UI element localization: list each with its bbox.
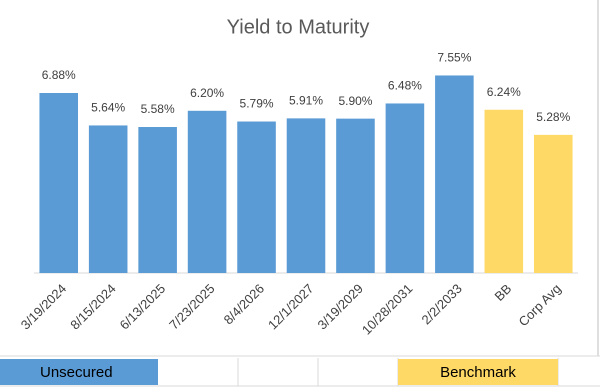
bar [138,127,177,273]
data-label: 6.20% [190,86,224,100]
bar [484,109,524,273]
data-label: 5.64% [91,101,125,115]
data-label: 5.28% [536,110,570,124]
bar [533,134,573,273]
cell-fill [398,359,558,385]
data-label: 6.88% [42,68,76,82]
data-label: 5.90% [338,94,372,108]
bar [385,103,425,273]
data-label: 6.24% [487,85,521,99]
cell-text: Benchmark [440,364,516,381]
data-label: 5.58% [141,102,175,116]
bar [237,121,276,273]
data-label: 7.55% [437,51,471,65]
data-label: 6.48% [388,79,422,93]
bar [39,93,79,273]
data-label: 5.79% [240,97,274,111]
bar [88,125,128,273]
bar [435,75,474,273]
bar [336,118,375,274]
chart-title: Yield to Maturity [227,16,370,38]
cell-fill [0,359,158,385]
bar [187,110,227,273]
bar [286,118,326,274]
cell-text: Unsecured [40,364,113,381]
data-label: 5.91% [289,94,323,108]
